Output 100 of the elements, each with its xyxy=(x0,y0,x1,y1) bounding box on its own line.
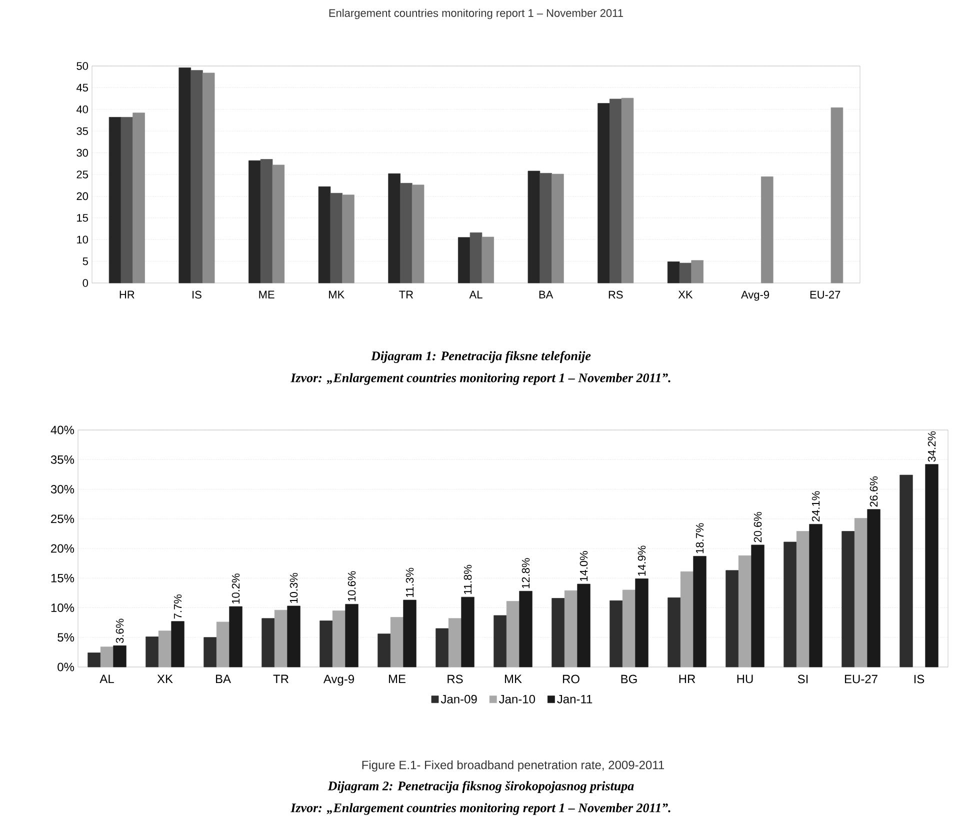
bar xyxy=(610,98,622,284)
text: Dijagram 2: Penetracija fiksnog širokopojasnog pristupa xyxy=(328,780,634,793)
bar xyxy=(108,116,122,284)
y-tick-label: 30 xyxy=(76,148,88,157)
data-label: 7.7% xyxy=(174,594,182,618)
bar xyxy=(342,194,354,284)
bar xyxy=(436,628,449,668)
x-tick-label: MK xyxy=(504,674,522,683)
x-tick-label: EU-27 xyxy=(810,290,840,298)
bar xyxy=(796,531,810,668)
bar xyxy=(216,622,230,668)
bar xyxy=(146,636,159,668)
bar xyxy=(120,116,134,284)
data-label: 10.3% xyxy=(290,572,298,603)
bar xyxy=(171,621,184,668)
bar xyxy=(178,67,191,284)
bar xyxy=(400,182,412,284)
bar xyxy=(202,72,215,284)
bar xyxy=(842,531,855,668)
bar xyxy=(552,174,564,284)
bar xyxy=(598,103,610,284)
bar xyxy=(260,158,273,284)
bar xyxy=(679,262,692,284)
bar xyxy=(784,542,797,668)
chart-title: Enlargement countries monitoring report 1 – November 2011 xyxy=(329,8,623,20)
y-tick-label: 30% xyxy=(50,484,74,494)
y-tick-label: 20 xyxy=(76,192,88,200)
bar xyxy=(345,604,358,668)
bar xyxy=(693,556,706,668)
bar xyxy=(622,590,636,668)
data-label: 18.7% xyxy=(696,523,704,554)
y-tick-label: 5% xyxy=(58,633,74,642)
data-label: 26.6% xyxy=(870,476,878,507)
x-tick-label: AL xyxy=(469,290,482,298)
bar xyxy=(262,618,275,668)
bar xyxy=(403,600,416,668)
bar xyxy=(830,107,844,284)
bar xyxy=(204,637,217,668)
x-tick-label: BA xyxy=(539,290,554,298)
bar xyxy=(809,524,822,668)
bar xyxy=(113,645,126,668)
legend-label: Jan-10 xyxy=(498,694,536,704)
bar xyxy=(272,164,285,284)
bar xyxy=(190,70,203,284)
bar xyxy=(519,590,532,668)
bar xyxy=(854,518,868,668)
text: Dijagram 1: Penetracija fiksne telefonije xyxy=(370,350,591,363)
y-tick-label: 15% xyxy=(51,574,74,582)
text: Izvor: „Enlargement countries monitoring report 1 – November 2011”. xyxy=(290,372,670,385)
data-label: 14.0% xyxy=(580,550,588,581)
y-tick-label: 50 xyxy=(76,62,88,70)
text: Figure E.1- Fixed broadband penetration rate, 2009-2011 xyxy=(362,760,664,772)
x-tick-label: HR xyxy=(120,290,134,298)
bar xyxy=(680,571,694,668)
legend-label: Jan-09 xyxy=(440,694,477,704)
x-tick-label: Avg-9 xyxy=(323,674,354,686)
legend-label: Jan-11 xyxy=(557,694,592,704)
x-tick-label: AL xyxy=(100,674,114,683)
x-tick-label: BG xyxy=(621,674,637,684)
bar xyxy=(461,596,474,668)
bar xyxy=(738,555,752,668)
x-tick-label: HU xyxy=(737,674,753,684)
x-tick-label: IS xyxy=(914,674,924,684)
bar xyxy=(867,509,880,668)
y-tick-label: 0 xyxy=(82,279,88,287)
y-tick-label: 35 xyxy=(76,127,88,135)
y-tick-label: 10 xyxy=(77,236,88,244)
data-label: 10.6% xyxy=(348,571,356,602)
data-label: 24.1% xyxy=(812,491,820,522)
bar xyxy=(564,590,578,668)
bar xyxy=(458,237,470,284)
bar xyxy=(470,232,482,284)
bar xyxy=(751,544,764,668)
data-label: 11.3% xyxy=(406,568,414,597)
x-tick-label: RS xyxy=(608,290,623,298)
x-tick-label: XK xyxy=(157,674,173,683)
data-label: 3.6% xyxy=(116,618,124,643)
bar xyxy=(158,630,172,668)
x-tick-label: ME xyxy=(388,674,406,683)
x-tick-label: RS xyxy=(448,674,463,684)
bar xyxy=(388,173,400,284)
data-label: 11.8% xyxy=(464,564,472,594)
bar xyxy=(274,610,288,668)
bar xyxy=(668,597,681,668)
data-label: 14.9% xyxy=(638,546,646,576)
y-tick-label: 40% xyxy=(50,426,74,434)
y-tick-label: 5 xyxy=(82,257,88,266)
bar xyxy=(494,615,507,668)
data-label: 34.2% xyxy=(928,431,936,462)
y-tick-label: 25% xyxy=(51,514,74,523)
bar xyxy=(412,184,424,284)
bar xyxy=(635,578,648,668)
bar xyxy=(506,600,520,668)
bar xyxy=(318,186,331,284)
data-label: 10.2% xyxy=(232,573,240,604)
bar xyxy=(378,634,391,668)
bar xyxy=(528,170,540,284)
bar xyxy=(691,260,704,284)
bar xyxy=(726,570,739,668)
bar xyxy=(610,600,623,668)
